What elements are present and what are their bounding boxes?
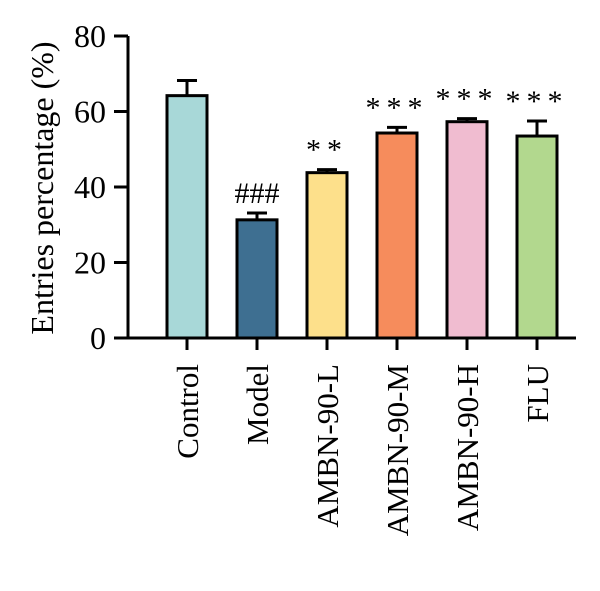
category-label: AMBN-90-M — [380, 364, 415, 536]
bar-flu — [515, 134, 559, 340]
y-ticks: 0 20 40 60 80 — [74, 18, 128, 356]
error-bars — [177, 79, 547, 220]
bar-ambn-90-l — [305, 171, 349, 340]
category-label: AMBN-90-H — [450, 364, 485, 531]
error-bar — [247, 211, 267, 220]
category-label: AMBN-90-L — [310, 364, 345, 528]
bar-ambn-90-m — [375, 131, 419, 340]
significance-mark: *** — [436, 83, 499, 116]
y-tick-label: 60 — [74, 94, 106, 130]
y-tick-label: 40 — [74, 169, 106, 205]
y-tick-label: 80 — [74, 18, 106, 54]
bar-control — [165, 94, 209, 340]
category-label: Control — [170, 364, 205, 459]
significance-mark: ** — [306, 134, 348, 167]
significance-mark: ### — [235, 177, 280, 210]
error-bar — [387, 125, 407, 134]
error-bar — [457, 117, 477, 122]
significance-mark: *** — [506, 85, 569, 118]
category-labels: Control Model AMBN-90-L AMBN-90-M AMBN-90-H F… — [170, 338, 555, 536]
error-bar — [317, 168, 337, 173]
significance-marks: ###***** *** *** — [235, 83, 569, 210]
y-tick-label: 0 — [90, 320, 106, 356]
bars — [165, 94, 559, 340]
y-axis-label: Entries percentage (%) — [24, 41, 60, 334]
bar-model — [235, 218, 279, 340]
error-bar — [177, 79, 197, 96]
error-bar — [527, 119, 547, 137]
category-label: FLU — [520, 364, 555, 423]
y-tick-label: 20 — [74, 245, 106, 281]
category-label: Model — [240, 364, 275, 445]
significance-mark: *** — [366, 91, 429, 124]
bar-ambn-90-h — [445, 120, 489, 340]
